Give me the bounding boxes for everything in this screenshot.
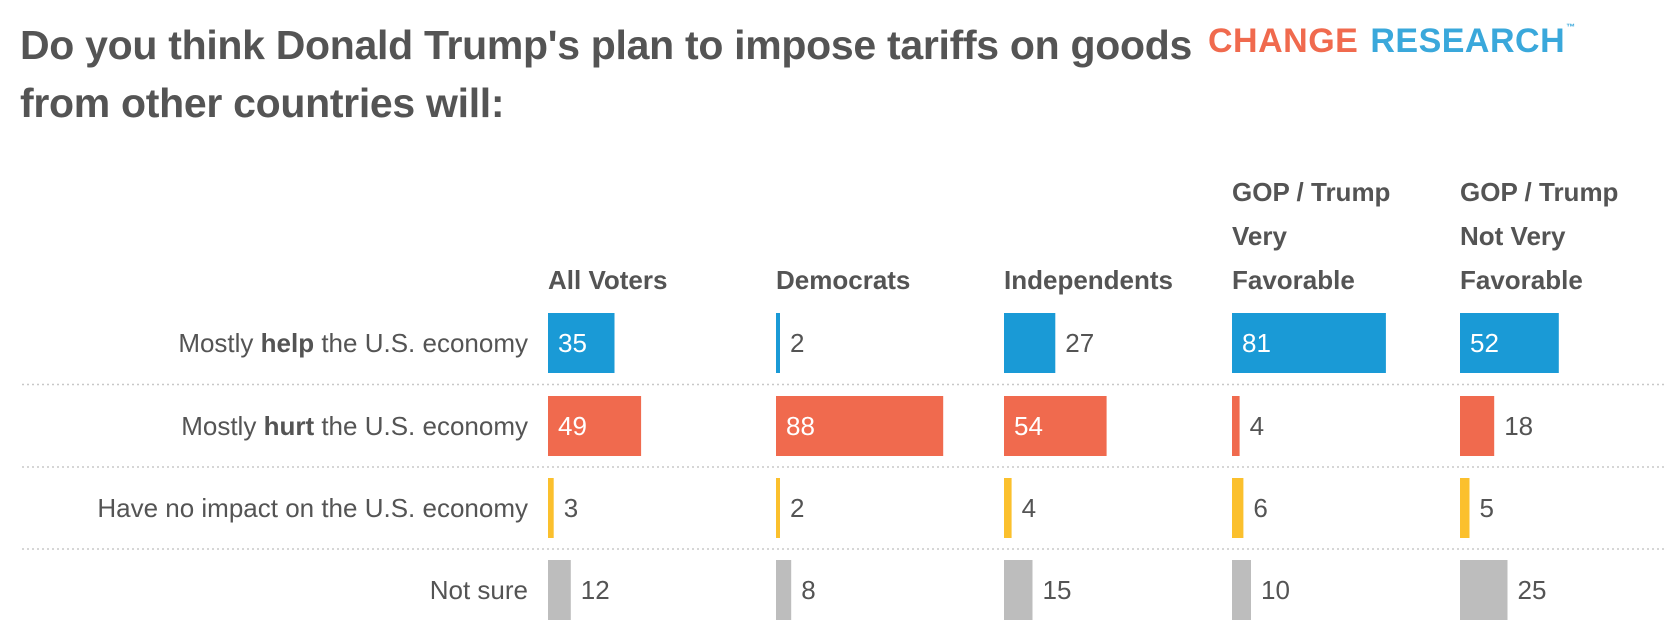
change-research-logo: CHANGE RESEARCH™	[1208, 22, 1576, 61]
bar-hurt-group-0	[548, 396, 642, 456]
column-header-3-line-1: Very	[1232, 221, 1287, 251]
value-label-not_sure-group-4: 25	[1518, 575, 1547, 605]
bar-help-group-0	[548, 313, 615, 373]
value-label-no_impact-group-1: 2	[790, 493, 804, 523]
logo-word-research: RESEARCH	[1370, 22, 1566, 60]
row-label-0: Mostly help the U.S. economy	[178, 328, 528, 358]
value-label-not_sure-group-1: 8	[801, 575, 815, 605]
value-label-not_sure-group-0: 12	[581, 575, 610, 605]
bar-not_sure-group-4	[1460, 560, 1508, 620]
bar-help-group-2	[1004, 313, 1056, 373]
value-label-help-group-0: 35	[558, 328, 587, 358]
bar-not_sure-group-1	[776, 560, 792, 620]
bar-help-group-3	[1232, 313, 1386, 373]
bar-no_impact-group-0	[548, 478, 554, 538]
bar-not_sure-group-0	[548, 560, 571, 620]
bar-no_impact-group-2	[1004, 478, 1012, 538]
value-label-hurt-group-1: 88	[786, 411, 815, 441]
bar-not_sure-group-2	[1004, 560, 1033, 620]
column-header-4-line-0: GOP / Trump	[1460, 177, 1618, 207]
value-label-no_impact-group-0: 3	[564, 493, 578, 523]
bar-help-group-1	[776, 313, 780, 373]
bar-hurt-group-4	[1460, 396, 1495, 456]
column-header-2-line-0: Independents	[1004, 265, 1173, 295]
value-label-hurt-group-0: 49	[558, 411, 587, 441]
value-label-hurt-group-4: 18	[1504, 411, 1533, 441]
logo-trademark: ™	[1566, 22, 1576, 32]
column-header-3-line-0: GOP / Trump	[1232, 177, 1390, 207]
column-header-1-line-0: Democrats	[776, 265, 910, 295]
value-label-help-group-3: 81	[1242, 328, 1271, 358]
value-label-no_impact-group-2: 4	[1022, 493, 1036, 523]
value-label-not_sure-group-3: 10	[1261, 575, 1290, 605]
value-label-no_impact-group-4: 5	[1480, 493, 1494, 523]
value-label-hurt-group-2: 54	[1014, 411, 1043, 441]
value-label-help-group-2: 27	[1065, 328, 1094, 358]
value-label-help-group-1: 2	[790, 328, 804, 358]
column-header-4-line-1: Not Very	[1460, 221, 1566, 251]
bar-hurt-group-1	[776, 396, 944, 456]
bar-hurt-group-3	[1232, 396, 1240, 456]
bar-help-group-4	[1460, 313, 1559, 373]
row-label-1: Mostly hurt the U.S. economy	[181, 411, 528, 441]
column-header-0-line-0: All Voters	[548, 265, 667, 295]
chart-title: Do you think Donald Trump's plan to impo…	[20, 22, 1192, 126]
bar-hurt-group-2	[1004, 396, 1107, 456]
value-label-help-group-4: 52	[1470, 328, 1499, 358]
bar-no_impact-group-4	[1460, 478, 1470, 538]
column-header-3-line-2: Favorable	[1232, 265, 1355, 295]
bar-no_impact-group-1	[776, 478, 780, 538]
column-header-4-line-2: Favorable	[1460, 265, 1583, 295]
bar-no_impact-group-3	[1232, 478, 1244, 538]
value-label-hurt-group-3: 4	[1250, 411, 1264, 441]
value-label-no_impact-group-3: 6	[1253, 493, 1267, 523]
bar-not_sure-group-3	[1232, 560, 1251, 620]
logo-word-change: CHANGE	[1208, 22, 1359, 60]
row-label-3: Not sure	[430, 575, 528, 605]
value-label-not_sure-group-2: 15	[1043, 575, 1072, 605]
row-label-2: Have no impact on the U.S. economy	[97, 493, 528, 523]
